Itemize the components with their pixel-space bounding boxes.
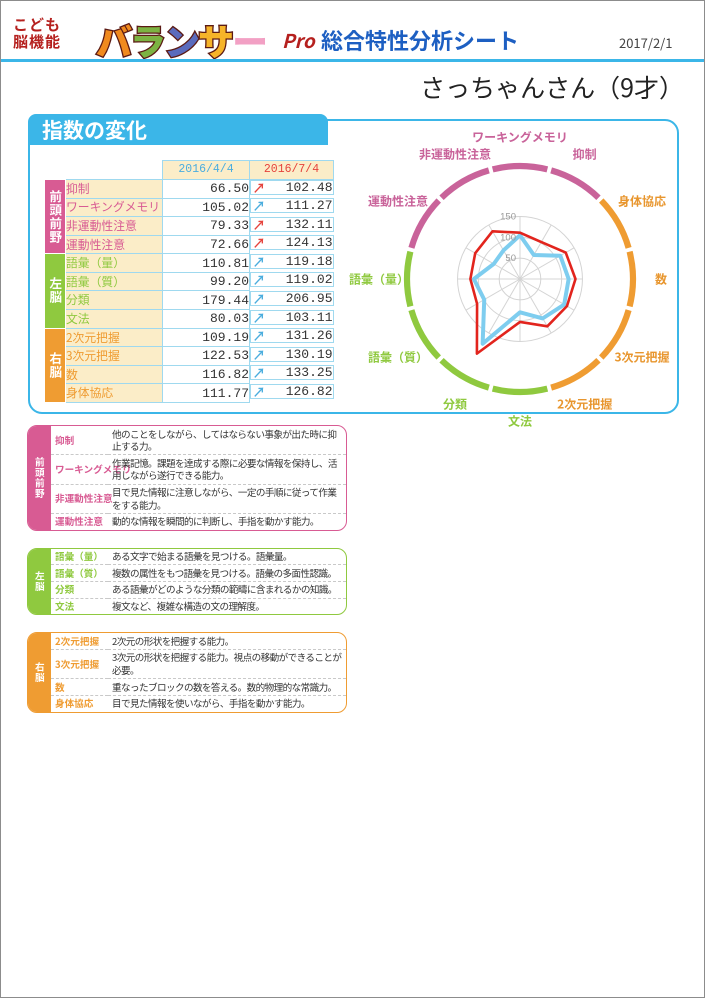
- svg-text:50: 50: [505, 253, 516, 264]
- svg-text:150: 150: [500, 212, 516, 223]
- svg-text:100: 100: [500, 232, 516, 243]
